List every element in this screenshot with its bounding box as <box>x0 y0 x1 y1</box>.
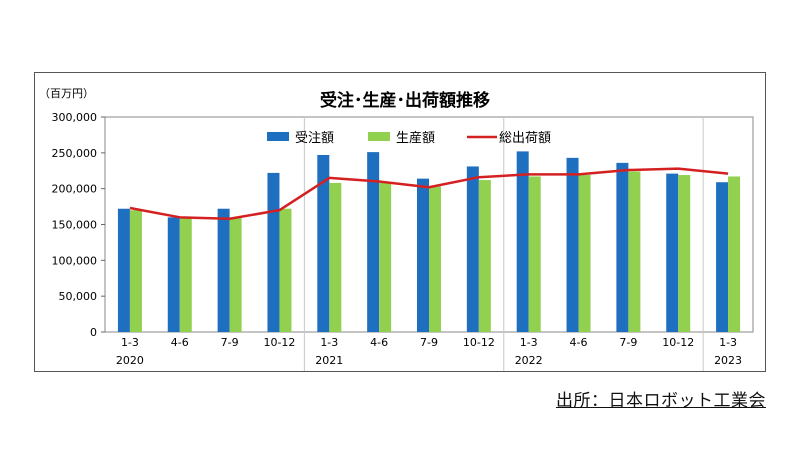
bar-orders <box>716 182 729 332</box>
bar-orders <box>516 151 529 332</box>
legend-label: 生産額 <box>396 130 435 146</box>
x-tick-label: 1-3 <box>719 336 737 349</box>
y-tick-label: 150,000 <box>52 219 98 232</box>
x-tick-label: 7-9 <box>619 336 637 349</box>
bar-orders <box>317 154 330 332</box>
bar-production <box>229 218 242 332</box>
bar-production <box>429 186 441 332</box>
bar-orders <box>466 166 479 332</box>
bar-production <box>578 175 591 332</box>
x-tick-label: 4-6 <box>570 336 588 349</box>
bar-orders <box>566 157 579 332</box>
legend-label: 受注額 <box>295 131 334 146</box>
y-axis-unit-label: （百万円） <box>39 87 94 100</box>
bar-orders <box>616 162 629 332</box>
bar-production <box>728 176 741 332</box>
bar-orders <box>217 208 230 332</box>
bar-production <box>129 210 142 332</box>
y-tick-label: 100,000 <box>52 254 98 267</box>
bar-production <box>528 176 541 332</box>
x-tick-label: 4-6 <box>171 336 189 349</box>
x-tick-label: 4-6 <box>370 336 388 349</box>
bar-production <box>379 182 392 332</box>
x-tick-label: 1-3 <box>121 336 139 349</box>
bar-orders <box>267 172 280 332</box>
bar-orders <box>117 208 130 332</box>
x-tick-label: 10-12 <box>263 336 295 349</box>
y-tick-label: 50,000 <box>59 290 98 303</box>
x-year-label: 2021 <box>315 354 343 367</box>
bar-orders <box>666 173 679 332</box>
bar-orders <box>167 217 180 332</box>
bar-orders <box>417 178 429 332</box>
bar-production <box>628 171 641 332</box>
x-tick-label: 7-9 <box>221 336 239 349</box>
line-total-shipments <box>129 167 729 221</box>
x-year-label: 2020 <box>116 354 144 367</box>
x-tick-label: 1-3 <box>320 336 338 349</box>
y-tick-label: 300,000 <box>52 111 98 124</box>
legend-swatch <box>368 132 390 141</box>
bar-production <box>678 175 691 332</box>
x-year-label: 2023 <box>714 354 742 367</box>
x-tick-label: 10-12 <box>463 336 495 349</box>
source-note: 出所：日本ロボット工業会 <box>556 391 766 411</box>
x-tick-label: 1-3 <box>520 336 538 349</box>
bar-production <box>478 180 491 332</box>
bar-production <box>179 218 192 332</box>
x-tick-label: 7-9 <box>420 336 438 349</box>
bar-production <box>279 208 292 332</box>
bar-production <box>329 182 342 332</box>
y-tick-label: 200,000 <box>52 183 98 196</box>
x-tick-label: 10-12 <box>662 336 694 349</box>
chart-title: 受注･生産･出荷額推移 <box>320 90 490 111</box>
legend-swatch <box>267 132 289 141</box>
bar-orders <box>367 152 380 332</box>
legend-label: 総出荷額 <box>499 131 551 146</box>
y-tick-label: 0 <box>90 326 97 339</box>
chart-frame: 受注･生産･出荷額推移 （百万円） 0 50,000 100,000 150,000 2… <box>34 72 766 372</box>
bar-line-chart: 受注･生産･出荷額推移 （百万円） 0 50,000 100,000 150,000 2… <box>39 87 754 371</box>
y-tick-label: 250,000 <box>52 147 98 160</box>
x-year-label: 2022 <box>515 354 543 367</box>
